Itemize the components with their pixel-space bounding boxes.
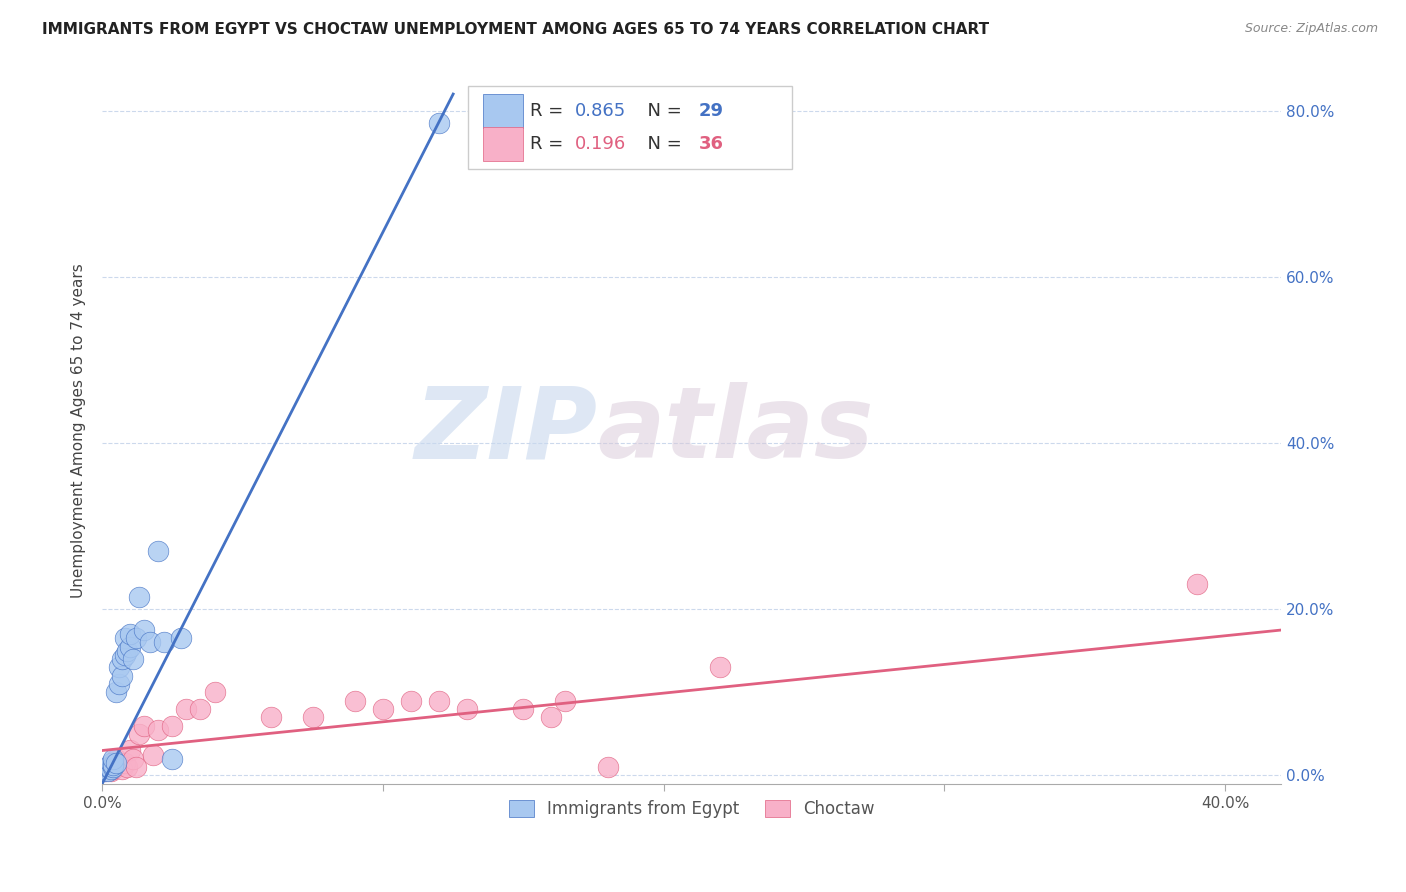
Point	[117, 644, 139, 658]
Point	[97, 764, 120, 779]
Point	[103, 762, 125, 776]
Text: 0.865: 0.865	[575, 102, 626, 120]
Text: atlas: atlas	[598, 382, 875, 479]
Point	[139, 635, 162, 649]
Point	[105, 685, 128, 699]
Point	[190, 702, 212, 716]
Point	[301, 710, 323, 724]
Point	[111, 652, 134, 666]
Point	[1185, 577, 1208, 591]
Text: N =: N =	[637, 102, 688, 120]
Point	[108, 758, 131, 772]
Point	[456, 702, 478, 716]
Point	[105, 752, 128, 766]
Point	[343, 693, 366, 707]
Point	[134, 718, 156, 732]
Point	[125, 760, 148, 774]
Point	[427, 693, 450, 707]
Point	[100, 760, 122, 774]
Point	[709, 660, 731, 674]
Text: IMMIGRANTS FROM EGYPT VS CHOCTAW UNEMPLOYMENT AMONG AGES 65 TO 74 YEARS CORRELAT: IMMIGRANTS FROM EGYPT VS CHOCTAW UNEMPLO…	[42, 22, 990, 37]
Point	[134, 623, 156, 637]
Text: 29: 29	[699, 102, 724, 120]
Point	[94, 764, 117, 779]
Point	[103, 752, 125, 766]
Point	[148, 544, 170, 558]
Point	[427, 116, 450, 130]
Point	[120, 627, 142, 641]
Point	[103, 760, 125, 774]
Point	[108, 677, 131, 691]
Point	[97, 760, 120, 774]
Point	[100, 756, 122, 770]
Point	[128, 727, 150, 741]
Point	[103, 756, 125, 770]
Point	[125, 632, 148, 646]
Point	[94, 764, 117, 779]
Point	[142, 747, 165, 762]
Point	[120, 640, 142, 654]
Point	[111, 669, 134, 683]
Text: 0.196: 0.196	[575, 136, 626, 153]
FancyBboxPatch shape	[468, 86, 792, 169]
Point	[100, 764, 122, 779]
Text: Source: ZipAtlas.com: Source: ZipAtlas.com	[1244, 22, 1378, 36]
Text: ZIP: ZIP	[415, 382, 598, 479]
Point	[108, 660, 131, 674]
Point	[162, 718, 184, 732]
Point	[540, 710, 562, 724]
Point	[114, 632, 136, 646]
Point	[148, 723, 170, 737]
Point	[512, 702, 534, 716]
Point	[162, 752, 184, 766]
FancyBboxPatch shape	[484, 94, 523, 128]
Point	[399, 693, 422, 707]
Point	[120, 743, 142, 757]
Point	[103, 758, 125, 772]
Point	[170, 632, 193, 646]
Point	[114, 648, 136, 662]
Point	[260, 710, 283, 724]
Point	[554, 693, 576, 707]
Point	[128, 590, 150, 604]
Point	[122, 752, 145, 766]
Text: 36: 36	[699, 136, 724, 153]
FancyBboxPatch shape	[484, 128, 523, 161]
Point	[176, 702, 198, 716]
Point	[100, 762, 122, 776]
Point	[97, 760, 120, 774]
Text: R =: R =	[530, 136, 569, 153]
Point	[122, 652, 145, 666]
Point	[117, 760, 139, 774]
Point	[114, 756, 136, 770]
Point	[105, 756, 128, 770]
Text: R =: R =	[530, 102, 569, 120]
Legend: Immigrants from Egypt, Choctaw: Immigrants from Egypt, Choctaw	[502, 793, 882, 825]
Point	[371, 702, 394, 716]
Point	[153, 635, 176, 649]
Y-axis label: Unemployment Among Ages 65 to 74 years: Unemployment Among Ages 65 to 74 years	[72, 263, 86, 598]
Point	[204, 685, 226, 699]
Point	[111, 762, 134, 776]
Point	[596, 760, 619, 774]
Point	[105, 760, 128, 774]
Text: N =: N =	[637, 136, 688, 153]
